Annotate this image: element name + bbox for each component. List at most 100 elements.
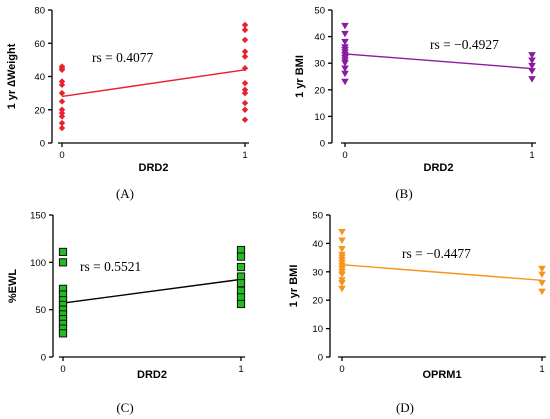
data-point (241, 86, 249, 93)
data-point (241, 99, 249, 107)
y-tick-label: 20 (312, 296, 323, 307)
data-point (58, 66, 66, 74)
correlation-annotation: rs = −0.4477 (402, 246, 471, 261)
data-point (58, 81, 66, 89)
data-point (338, 246, 346, 253)
data-point (236, 299, 246, 309)
data-point (338, 271, 346, 279)
x-tick-label: 1 (238, 364, 243, 375)
data-point (241, 36, 249, 44)
y-tick-label: 20 (314, 85, 325, 96)
data-point (528, 76, 536, 83)
data-point (538, 280, 546, 287)
data-point (241, 89, 249, 97)
y-tick-label: 0 (41, 353, 46, 364)
y-tick-label: 10 (314, 112, 325, 123)
data-point (528, 62, 536, 70)
data-point (236, 279, 246, 288)
y-tick-label: 0 (318, 353, 323, 364)
x-tick-label: 1 (539, 364, 544, 375)
y-tick-label: 40 (34, 72, 45, 83)
data-point (236, 272, 246, 281)
y-tick-label: 10 (312, 324, 323, 335)
data-point (58, 106, 66, 113)
data-point (236, 293, 246, 302)
correlation-annotation: rs = −0.4927 (430, 37, 499, 52)
y-tick-label: 20 (34, 105, 45, 116)
x-tick-label: 0 (59, 150, 64, 161)
y-tick-label: 30 (314, 59, 325, 70)
data-point (236, 245, 246, 255)
data-point (236, 286, 246, 295)
data-point (241, 64, 249, 72)
x-axis-title: DRD2 (424, 162, 454, 174)
data-point (341, 30, 349, 38)
data-point (241, 26, 249, 34)
data-point (236, 262, 246, 272)
y-tick-label: 150 (30, 211, 46, 222)
data-point (58, 98, 66, 105)
data-point (538, 271, 546, 279)
data-point (58, 329, 68, 338)
data-point (528, 68, 536, 75)
correlation-annotation: rs = 0.5521 (80, 259, 141, 274)
regression-line (61, 69, 246, 98)
regression-line (62, 278, 242, 304)
panel-label: (C) (116, 400, 133, 415)
x-axis-title: OPRM1 (422, 369, 461, 381)
chart-panel-c: 0 50 100 150 0 1 DRD2 %EWL rs = 0.5521 (C) (7, 211, 246, 415)
y-tick-label: 30 (312, 267, 323, 278)
data-point (241, 79, 249, 87)
y-tick-label: 40 (314, 32, 325, 43)
y-tick-label: 50 (35, 305, 46, 316)
correlation-annotation: rs = 0.4077 (92, 50, 153, 65)
x-tick-label: 0 (342, 150, 347, 161)
data-point (341, 70, 349, 78)
y-tick-label: 40 (312, 239, 323, 250)
y-axis-title: 1 yr BMI (294, 55, 306, 98)
data-point (241, 48, 249, 55)
data-point (528, 52, 536, 59)
regression-line (344, 53, 533, 70)
data-point (338, 280, 346, 287)
x-axis-title: DRD2 (137, 369, 167, 381)
data-point (338, 285, 346, 293)
data-point (241, 116, 249, 123)
data-point (538, 288, 546, 296)
x-axis-title: DRD2 (139, 162, 169, 174)
data-point (338, 237, 346, 244)
x-tick-label: 0 (60, 364, 65, 375)
data-point (58, 109, 66, 117)
x-tick-label: 1 (242, 150, 247, 161)
data-point (341, 38, 349, 46)
y-tick-label: 80 (34, 6, 45, 17)
y-tick-label: 0 (40, 139, 45, 150)
data-point (58, 247, 68, 257)
data-point (241, 106, 249, 113)
data-point (538, 265, 546, 273)
y-tick-label: 100 (30, 258, 46, 269)
data-point (338, 229, 346, 236)
panel-label: (A) (116, 186, 134, 201)
chart-panel-d: 0 10 20 30 40 50 0 1 OPRM1 1 yr BMI rs = −0.4477 (D… (288, 211, 546, 415)
data-point (241, 21, 249, 29)
data-point (341, 22, 349, 30)
data-point (58, 258, 68, 267)
data-point (58, 119, 66, 127)
data-point (341, 60, 349, 67)
data-point (528, 57, 536, 64)
y-tick-label: 50 (314, 6, 325, 17)
y-axis-title: 1 yr ∆Weight (6, 43, 18, 109)
data-point (58, 124, 66, 132)
regression-line (341, 264, 543, 282)
data-point (58, 89, 66, 97)
chart-panel-a: 0 20 40 60 80 0 1 DRD2 1 yr ∆Weight rs = 0.4077 (A… (6, 6, 249, 201)
y-axis-title: %EWL (7, 269, 19, 304)
data-point (341, 78, 349, 86)
y-tick-label: 0 (320, 139, 325, 150)
y-tick-label: 50 (312, 211, 323, 222)
panel-label: (D) (396, 400, 414, 415)
panel-label: (B) (395, 186, 412, 201)
data-point (341, 65, 349, 72)
